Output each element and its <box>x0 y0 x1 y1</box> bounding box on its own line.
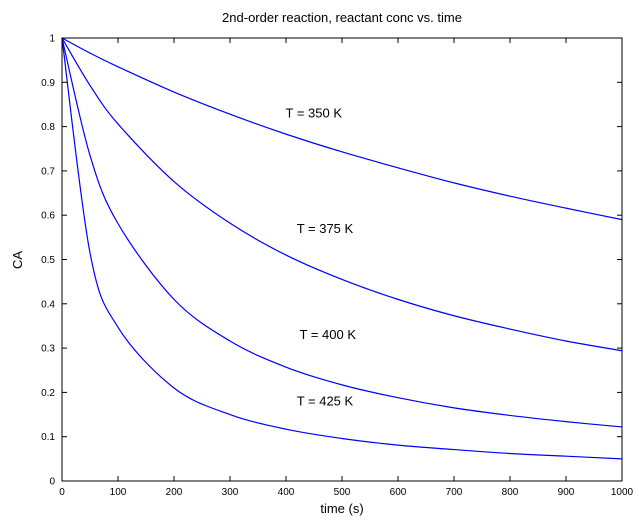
y-tick-label: 0.1 <box>41 432 55 443</box>
y-axis-ticks: 0 0.1 0.2 0.3 0.4 0.5 0.6 0.7 0.8 0.9 1 <box>41 34 622 488</box>
series-line-3 <box>61 37 623 460</box>
series-line-1 <box>61 37 623 352</box>
series-label: T = 375 K <box>297 221 354 236</box>
series-line-0 <box>61 37 623 221</box>
y-tick-label: 1 <box>49 34 55 45</box>
series-labels: T = 350 K T = 375 K T = 400 K T = 425 K <box>286 106 357 409</box>
y-tick-label: 0.9 <box>41 78 55 89</box>
x-tick-label: 500 <box>334 487 351 498</box>
series-label: T = 350 K <box>286 106 343 121</box>
series-line-2 <box>61 37 623 428</box>
x-tick-label: 0 <box>59 487 65 498</box>
y-axis-label: CA <box>10 251 25 269</box>
y-tick-label: 0.8 <box>41 122 55 133</box>
y-tick-label: 0.5 <box>41 255 55 266</box>
x-axis-label: time (s) <box>320 501 363 516</box>
x-tick-label: 700 <box>446 487 463 498</box>
x-tick-label: 100 <box>110 487 127 498</box>
x-tick-label: 600 <box>390 487 407 498</box>
y-tick-label: 0 <box>49 477 55 488</box>
x-tick-label: 1000 <box>611 487 634 498</box>
x-tick-label: 900 <box>558 487 575 498</box>
y-tick-label: 0.4 <box>41 299 55 310</box>
chart-title: 2nd-order reaction, reactant conc vs. ti… <box>222 10 462 25</box>
x-tick-label: 200 <box>166 487 183 498</box>
y-tick-label: 0.3 <box>41 344 55 355</box>
x-tick-label: 300 <box>222 487 239 498</box>
series-lines <box>61 37 623 460</box>
x-tick-label: 400 <box>278 487 295 498</box>
x-axis-ticks: 0 100 200 300 400 500 600 700 800 900 1000 <box>59 38 634 498</box>
y-tick-label: 0.2 <box>41 388 55 399</box>
series-label: T = 400 K <box>300 327 357 342</box>
x-tick-label: 800 <box>502 487 519 498</box>
series-label: T = 425 K <box>297 394 354 409</box>
y-tick-label: 0.7 <box>41 166 55 177</box>
y-tick-label: 0.6 <box>41 211 55 222</box>
plot-frame <box>61 37 623 482</box>
